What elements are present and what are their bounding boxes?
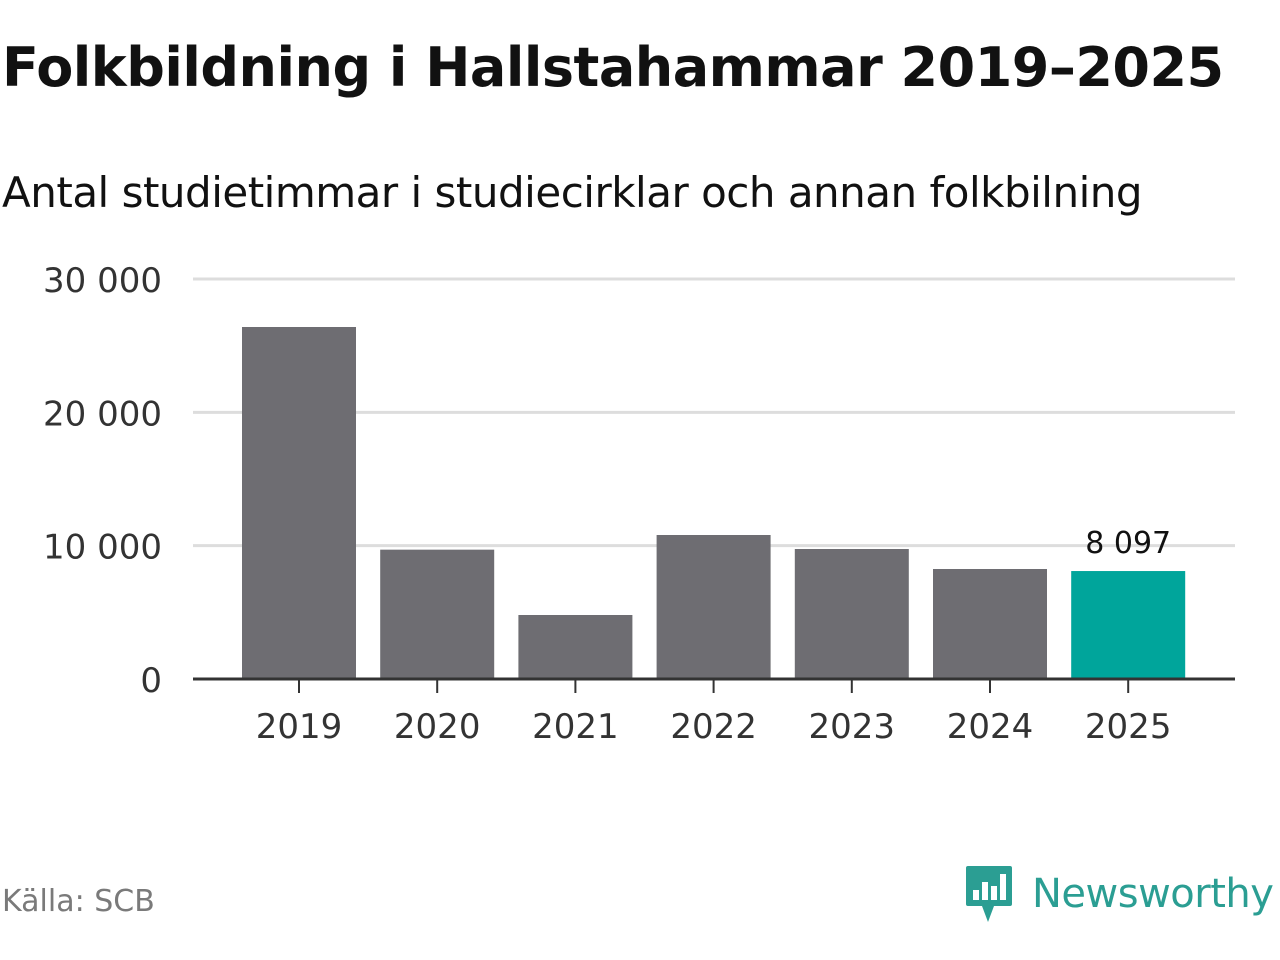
x-tick-label: 2025 [1085,707,1172,747]
brand-name: Newsworthy [1032,871,1274,917]
data-label: 8 097 [1085,526,1171,561]
bar [656,535,771,679]
x-tick-label: 2020 [394,707,481,747]
bar [794,549,909,679]
y-tick-label: 30 000 [43,261,162,301]
bar [518,615,633,679]
y-tick-label: 10 000 [43,528,162,568]
x-tick-label: 2019 [256,707,343,747]
bar [242,327,356,679]
x-tick-label: 2022 [670,707,757,747]
chart-title: Folkbildning i Hallstahammar 2019–2025 [2,36,1224,99]
newsworthy-icon [966,866,1012,922]
chart-subtitle: Antal studietimmar i studiecirklar och a… [2,168,1143,217]
bar [1071,571,1186,679]
brand-logo: Newsworthy [964,864,1274,924]
source-note: Källa: SCB [2,884,155,919]
x-tick-label: 2021 [532,707,619,747]
bar [380,549,495,679]
x-tick-label: 2024 [947,707,1034,747]
bar [933,569,1047,679]
y-tick-label: 0 [140,661,162,701]
x-tick-label: 2023 [809,707,896,747]
y-tick-label: 20 000 [43,394,162,434]
